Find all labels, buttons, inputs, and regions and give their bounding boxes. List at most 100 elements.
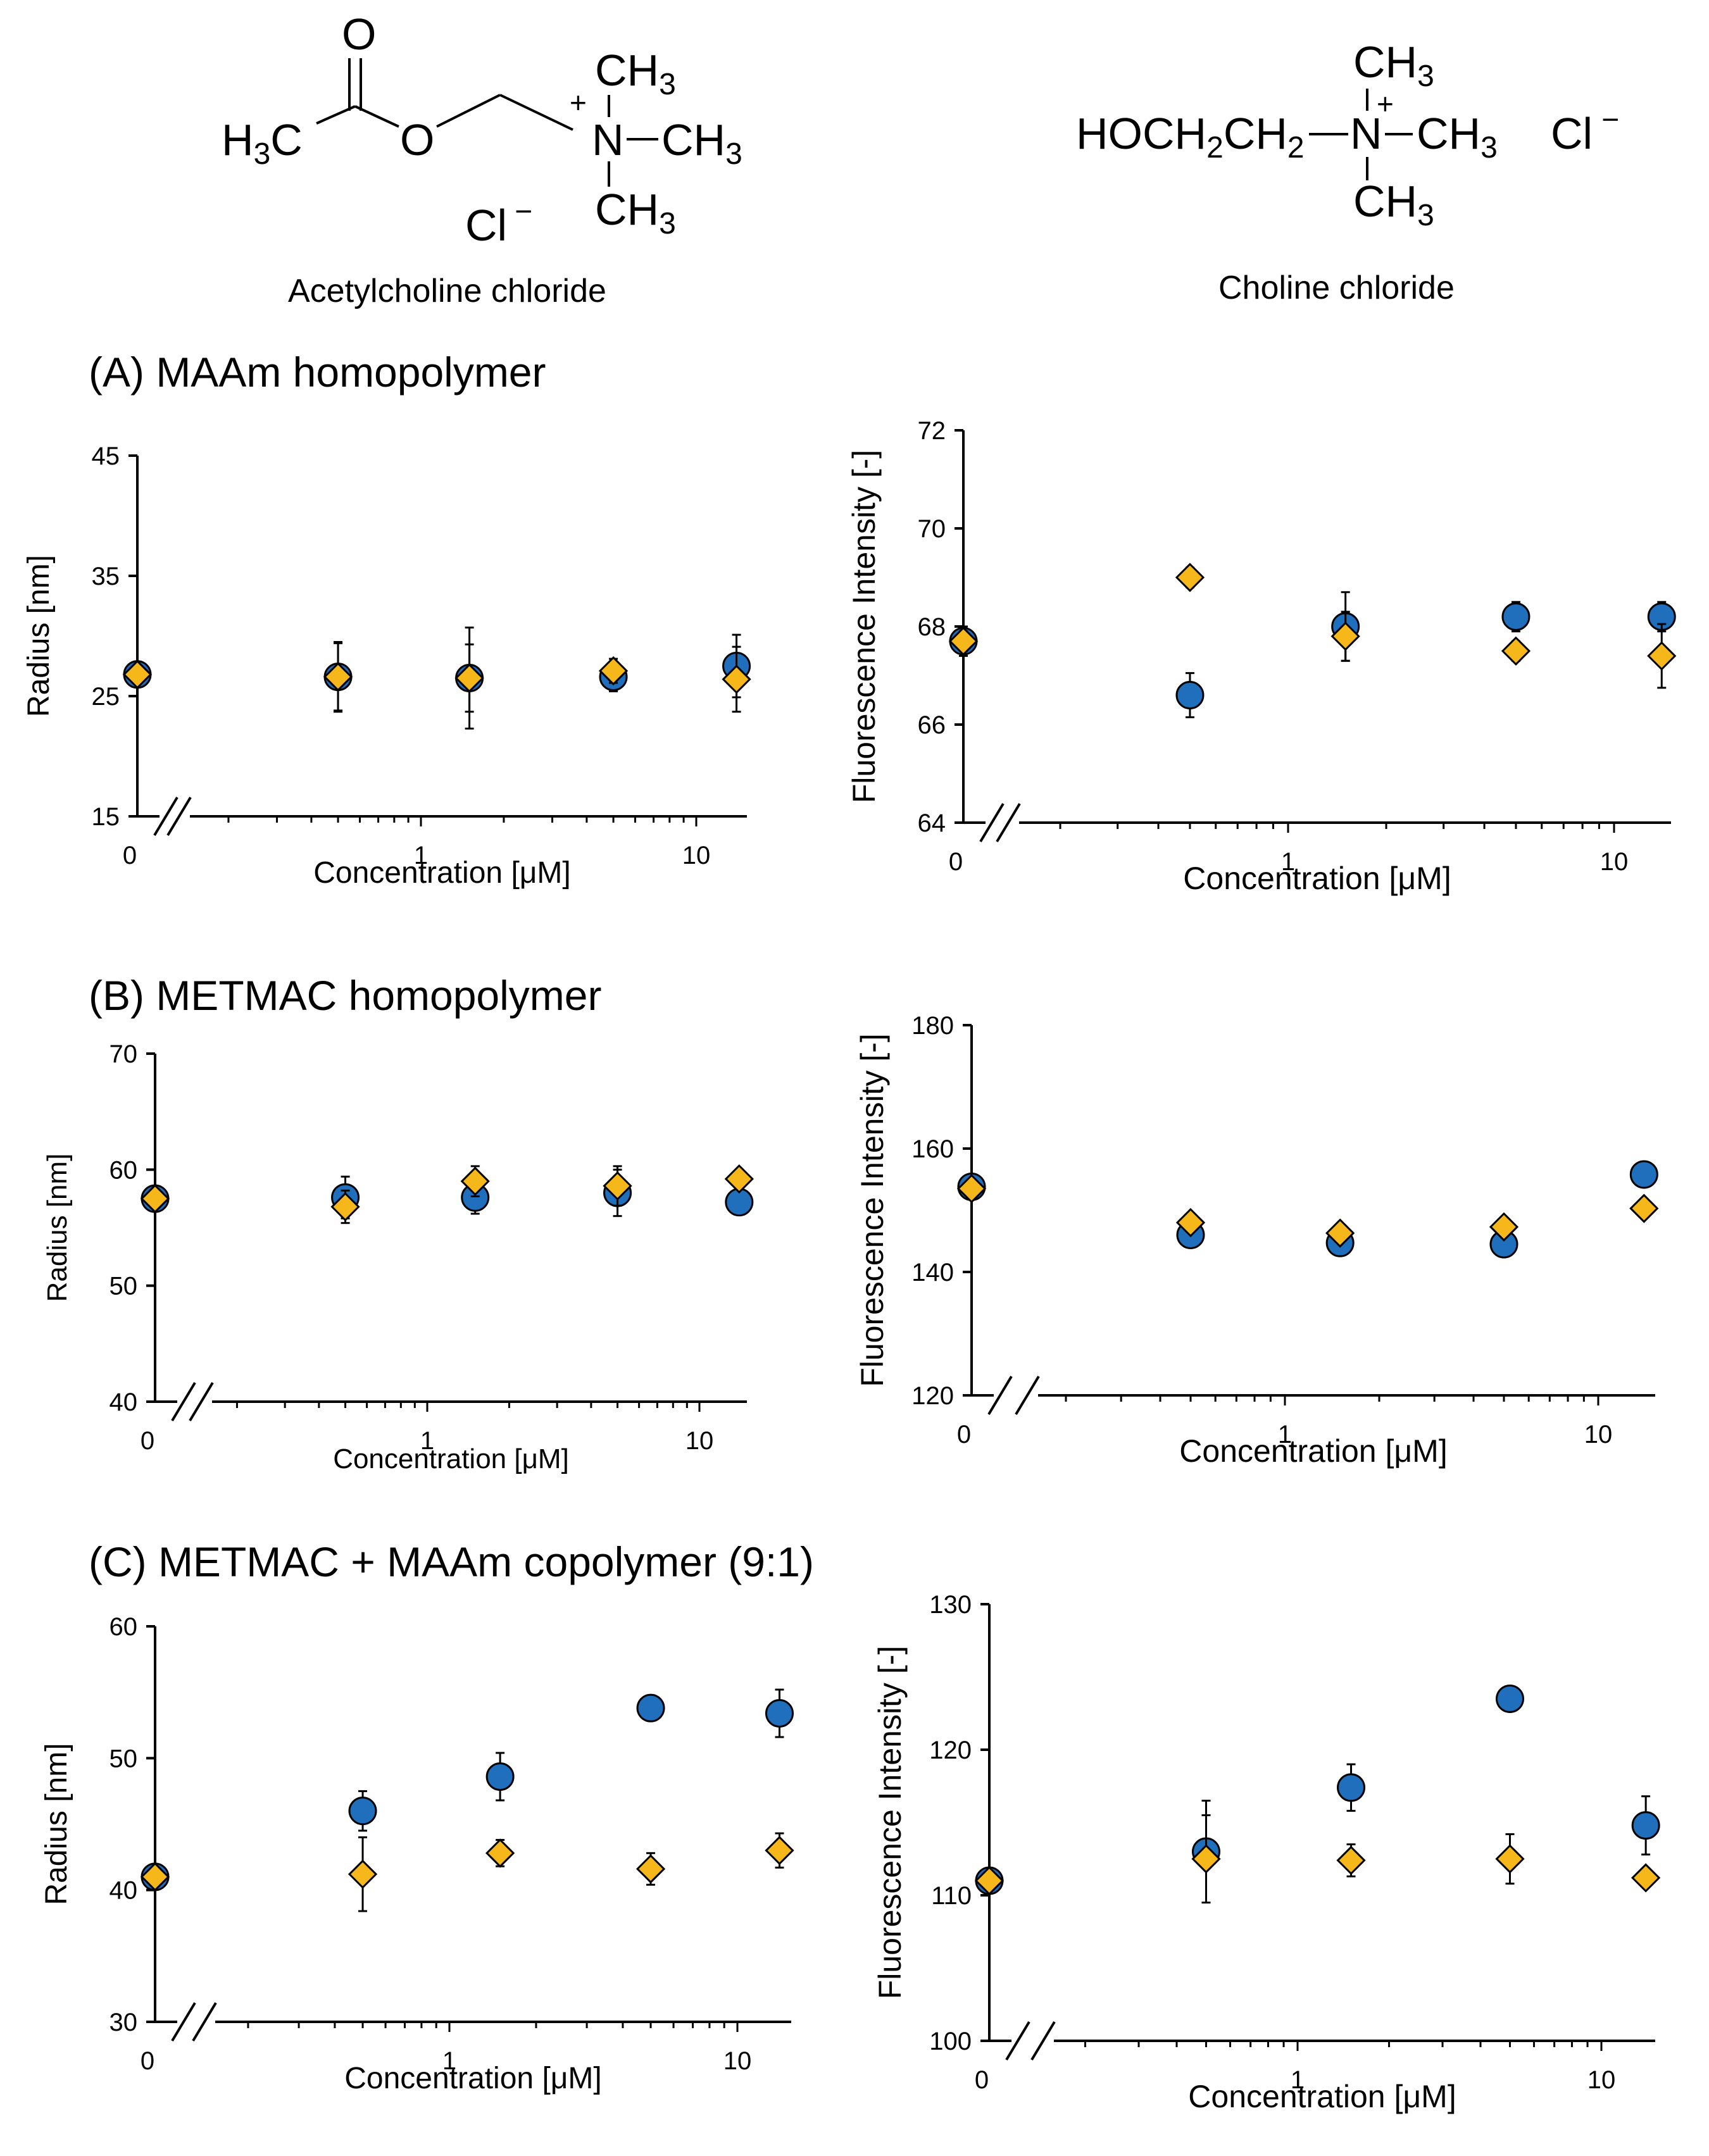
- data-point-diamond: [598, 656, 629, 686]
- data-point-diamond: [347, 1859, 378, 1889]
- positive-charge: +: [1377, 87, 1394, 120]
- y-tick-label: 64: [918, 809, 946, 837]
- data-point-diamond: [122, 659, 153, 689]
- y-tick-label: 140: [911, 1259, 954, 1287]
- data-point-diamond: [724, 1164, 754, 1194]
- data-point-diamond: [1631, 1863, 1661, 1893]
- data-point-diamond: [1489, 1212, 1519, 1242]
- x-tick-label: 0: [141, 1427, 154, 1455]
- axis-break-mark: [1005, 2021, 1030, 2061]
- x-tick-label: 1: [442, 2047, 456, 2075]
- x-tick-label: 1: [1278, 1421, 1292, 1449]
- data-point-circle: [1629, 1160, 1658, 1189]
- data-point-diamond: [1647, 641, 1677, 671]
- data-point-diamond: [1330, 621, 1360, 651]
- data-point-diamond: [956, 1174, 987, 1204]
- section-title-b: (B) METMAC homopolymer: [89, 972, 602, 1019]
- data-point-circle: [1501, 602, 1531, 631]
- x-tick-label: 0: [975, 2066, 989, 2094]
- data-point-diamond: [454, 663, 484, 693]
- chloride-ion: Cl −: [1551, 103, 1619, 158]
- hydroxyethyl-group: HOCH2CH2: [1076, 109, 1305, 165]
- data-point-circle: [485, 1762, 515, 1791]
- x-tick-label: 1: [420, 1427, 434, 1455]
- y-axis-label: Fluorescence Intensity [-]: [854, 1033, 890, 1387]
- x-tick-label: 1: [1291, 2066, 1305, 2094]
- axis-break-mark: [166, 796, 192, 837]
- series-circles: [123, 626, 751, 730]
- chloride-ion: Cl −: [465, 195, 532, 250]
- x-axis-label: Concentration [μM]: [1179, 1433, 1447, 1469]
- nitrogen: N: [1350, 109, 1382, 158]
- data-point-diamond: [1325, 1218, 1355, 1248]
- x-tick-label: 10: [723, 2047, 752, 2075]
- y-tick-label: 60: [110, 1156, 138, 1184]
- y-tick-label: 25: [92, 683, 120, 711]
- y-tick-label: 50: [110, 1745, 138, 1773]
- x-tick-label: 10: [1584, 1421, 1613, 1449]
- data-point-diamond: [1501, 636, 1531, 666]
- chemical-structures: O H3C O + N CH3 CH3 CH3 Cl − HOCH2CH2 N +: [222, 9, 1619, 250]
- y-axis-label: Fluorescence Intensity [-]: [872, 1646, 908, 2000]
- data-point-diamond: [140, 1862, 170, 1891]
- y-tick-label: 100: [929, 2028, 972, 2055]
- choline-structure: HOCH2CH2 N + CH3 CH3 CH3 Cl −: [1076, 37, 1619, 232]
- y-tick-label: 160: [911, 1135, 954, 1163]
- y-tick-label: 110: [931, 1882, 972, 1910]
- section-title-c: (C) METMAC + MAAm copolymer (9:1): [89, 1538, 814, 1585]
- x-tick-label: 10: [1587, 2066, 1616, 2094]
- x-tick-label: 0: [123, 842, 137, 869]
- x-axis-label: Concentration [μM]: [313, 856, 571, 890]
- y-tick-label: 30: [110, 2009, 138, 2036]
- y-tick-label: 70: [110, 1040, 138, 1068]
- data-point-diamond: [974, 1866, 1005, 1896]
- data-point-circle: [1631, 1811, 1660, 1840]
- y-tick-label: 130: [929, 1591, 972, 1619]
- x-tick-label: 10: [1600, 848, 1629, 876]
- ester-oxygen: O: [400, 115, 434, 165]
- section-title-a: (A) MAAm homopolymer: [89, 349, 546, 396]
- chart-panel-C-radius: 30 40 50 60 0 1 10 Concentration [μM] Radius [nm…: [40, 1613, 794, 2095]
- carbonyl-oxygen: O: [342, 9, 376, 59]
- y-axis-label: Radius [nm]: [40, 1743, 73, 1905]
- y-axis-label: Radius [nm]: [22, 555, 56, 717]
- data-point-diamond: [1191, 1844, 1221, 1874]
- series-circles: [975, 1685, 1660, 1904]
- compound-name-choline: Choline chloride: [1218, 270, 1455, 306]
- data-point-diamond: [323, 662, 353, 692]
- y-tick-label: 68: [918, 613, 946, 641]
- x-tick-label: 1: [414, 842, 428, 869]
- y-tick-label: 66: [918, 711, 946, 739]
- axis-break-mark: [996, 802, 1021, 843]
- axis-break-mark: [189, 1381, 214, 1422]
- x-tick-label: 0: [949, 848, 963, 876]
- acetylcholine-structure: O H3C O + N CH3 CH3 CH3 Cl −: [222, 9, 742, 250]
- y-axis-label: Radius [nm]: [42, 1154, 73, 1302]
- x-axis-label: Concentration [μM]: [344, 2062, 602, 2095]
- series-circles: [957, 1160, 1658, 1259]
- data-point-circle: [1175, 681, 1205, 709]
- y-tick-label: 120: [911, 1382, 954, 1410]
- axis-break-mark: [153, 796, 178, 837]
- series-circles: [949, 591, 1676, 718]
- series-diamonds: [956, 1174, 1659, 1248]
- x-axis-label: Concentration [μM]: [1183, 861, 1451, 896]
- data-point-diamond: [1336, 1845, 1366, 1875]
- chart-panel-A-radius: 15 25 35 45 0 1 10 Concentration [μM] Radius [nm…: [22, 442, 751, 890]
- chart-panel-B-fluorescence: 120 140 160 180 0 1 10 Concentration [μM] Fluore…: [854, 1012, 1659, 1469]
- data-point-circle: [348, 1797, 377, 1826]
- y-tick-label: 15: [92, 803, 120, 831]
- y-tick-label: 40: [110, 1877, 138, 1905]
- series-diamonds: [948, 563, 1677, 689]
- y-tick-label: 70: [918, 515, 946, 543]
- data-point-circle: [636, 1693, 665, 1723]
- nitrogen: N: [592, 115, 624, 165]
- data-point-diamond: [485, 1838, 515, 1868]
- data-point-diamond: [1175, 1207, 1206, 1238]
- axis-break-mark: [979, 802, 1005, 843]
- x-tick-label: 10: [682, 842, 711, 869]
- y-axis-label: Fluorescence Intensity [-]: [846, 450, 882, 804]
